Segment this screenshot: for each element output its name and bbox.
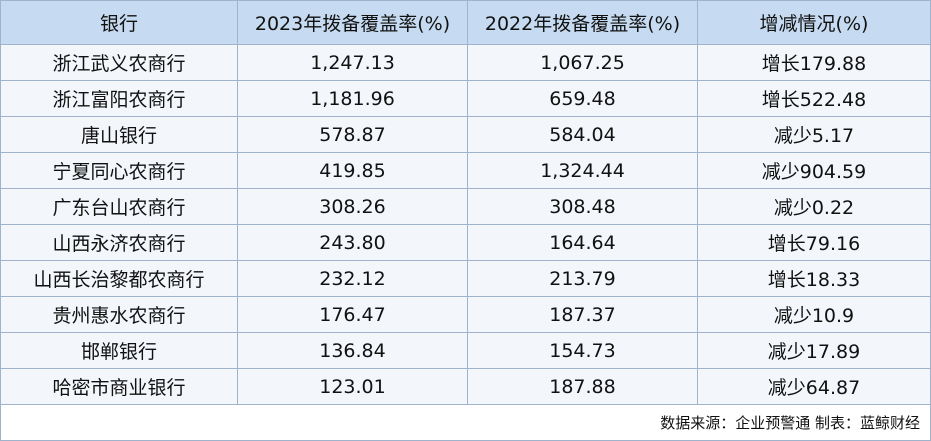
table-cell: 187.37 — [467, 296, 698, 333]
table-cell: 减少904.59 — [697, 152, 931, 189]
table-header: 银行 2023年拨备覆盖率(%) 2022年拨备覆盖率(%) 增减情况(%) — [0, 0, 931, 45]
table-cell: 136.84 — [237, 332, 468, 369]
table-cell: 176.47 — [237, 296, 468, 333]
table-cell: 增长18.33 — [697, 260, 931, 297]
table-cell: 贵州惠水农商行 — [0, 296, 238, 333]
table-cell: 308.26 — [237, 188, 468, 225]
table-cell: 山西永济农商行 — [0, 224, 238, 261]
table-row: 浙江武义农商行 1,247.13 1,067.25 增长179.88 — [0, 44, 931, 81]
table-cell: 1,067.25 — [467, 44, 698, 81]
table-cell: 增长179.88 — [697, 44, 931, 81]
table-cell: 578.87 — [237, 116, 468, 153]
table-cell: 232.12 — [237, 260, 468, 297]
table-body: 浙江武义农商行 1,247.13 1,067.25 增长179.88 浙江富阳农商行 1,… — [0, 44, 931, 405]
table-row: 广东台山农商行 308.26 308.48 减少0.22 — [0, 188, 931, 225]
table-cell: 164.64 — [467, 224, 698, 261]
table-cell: 187.88 — [467, 368, 698, 405]
table-cell: 213.79 — [467, 260, 698, 297]
table-cell: 减少17.89 — [697, 332, 931, 369]
table-row: 唐山银行 578.87 584.04 减少5.17 — [0, 116, 931, 153]
header-cell: 银行 — [0, 0, 238, 45]
table-cell: 浙江武义农商行 — [0, 44, 238, 81]
table-cell: 减少5.17 — [697, 116, 931, 153]
table-row: 浙江富阳农商行 1,181.96 659.48 增长522.48 — [0, 80, 931, 117]
table-row: 贵州惠水农商行 176.47 187.37 减少10.9 — [0, 296, 931, 333]
table-row: 宁夏同心农商行 419.85 1,324.44 减少904.59 — [0, 152, 931, 189]
table-cell: 减少10.9 — [697, 296, 931, 333]
table-cell: 广东台山农商行 — [0, 188, 238, 225]
header-cell: 增减情况(%) — [697, 0, 931, 45]
table-cell: 659.48 — [467, 80, 698, 117]
table-cell: 减少0.22 — [697, 188, 931, 225]
table-row: 山西永济农商行 243.80 164.64 增长79.16 — [0, 224, 931, 261]
header-cell: 2023年拨备覆盖率(%) — [237, 0, 468, 45]
table-cell: 山西长治黎都农商行 — [0, 260, 238, 297]
table-cell: 邯郸银行 — [0, 332, 238, 369]
table-row: 邯郸银行 136.84 154.73 减少17.89 — [0, 332, 931, 369]
table-cell: 唐山银行 — [0, 116, 238, 153]
table-cell: 123.01 — [237, 368, 468, 405]
table-cell: 浙江富阳农商行 — [0, 80, 238, 117]
header-cell: 2022年拨备覆盖率(%) — [467, 0, 698, 45]
table-cell: 419.85 — [237, 152, 468, 189]
table-cell: 308.48 — [467, 188, 698, 225]
table-cell: 584.04 — [467, 116, 698, 153]
header-row: 银行 2023年拨备覆盖率(%) 2022年拨备覆盖率(%) 增减情况(%) — [0, 0, 931, 45]
table-cell: 增长79.16 — [697, 224, 931, 261]
table-cell: 1,324.44 — [467, 152, 698, 189]
table-cell: 增长522.48 — [697, 80, 931, 117]
table-cell: 宁夏同心农商行 — [0, 152, 238, 189]
source-note: 数据来源：企业预警通 制表：蓝鲸财经 — [0, 404, 931, 441]
table-cell: 154.73 — [467, 332, 698, 369]
table-cell: 哈密市商业银行 — [0, 368, 238, 405]
table-cell: 1,181.96 — [237, 80, 468, 117]
table-cell: 243.80 — [237, 224, 468, 261]
table-row: 哈密市商业银行 123.01 187.88 减少64.87 — [0, 368, 931, 405]
table-cell: 1,247.13 — [237, 44, 468, 81]
table-footer: 数据来源：企业预警通 制表：蓝鲸财经 — [0, 404, 931, 441]
table-cell: 减少64.87 — [697, 368, 931, 405]
table-row: 山西长治黎都农商行 232.12 213.79 增长18.33 — [0, 260, 931, 297]
footer-row: 数据来源：企业预警通 制表：蓝鲸财经 — [0, 404, 931, 441]
